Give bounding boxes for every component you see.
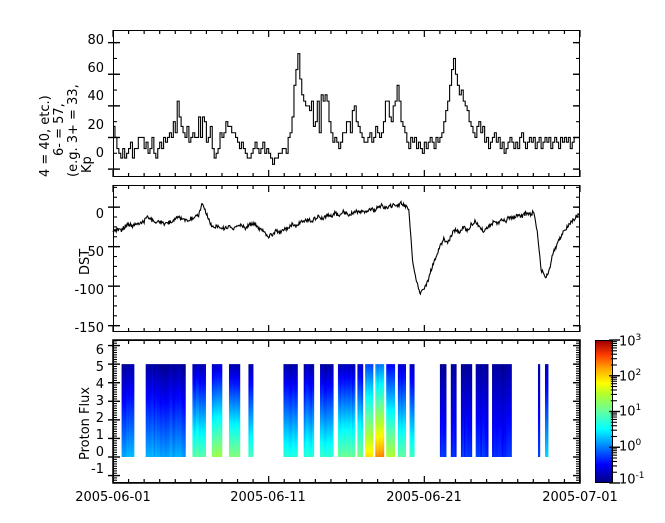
cbar-tick-1e2-exponent: 2 — [635, 368, 642, 378]
cbar-tick-1em1-mantissa: 10 — [619, 472, 636, 488]
flux-ytick-0: 0 — [95, 445, 104, 460]
cbar-tick-1e3: 103 — [619, 333, 641, 349]
kp-ytick-60: 60 — [87, 61, 104, 76]
flux-ytick-m1: -1 — [91, 462, 104, 477]
flux-ytick-4: 4 — [95, 377, 104, 392]
cbar-tick-1e1: 101 — [619, 403, 641, 419]
flux-ytick-2: 2 — [95, 411, 104, 426]
cbar-tick-1e0-mantissa: 10 — [619, 439, 636, 455]
cbar-tick-1e2: 102 — [619, 368, 641, 384]
flux-ytick-5: 5 — [95, 360, 104, 375]
cbar-tick-1e3-exponent: 3 — [635, 333, 642, 343]
cbar-tick-1e2-mantissa: 10 — [619, 369, 636, 385]
dst-panel — [113, 185, 580, 332]
cbar-tick-1e0-exponent: 0 — [635, 438, 642, 448]
cbar-tick-1e3-mantissa: 10 — [619, 334, 636, 350]
kp-ytick-0: 0 — [95, 146, 104, 161]
dst-ytick-m100: -100 — [74, 283, 104, 298]
xtick-2005-06-11: 2005-06-11 — [230, 490, 306, 505]
cbar-tick-1e1-mantissa: 10 — [619, 404, 636, 420]
kp-panel — [113, 30, 580, 177]
flux-ytick-3: 3 — [95, 394, 104, 409]
flux-ytick-1: 1 — [95, 428, 104, 443]
cbar-tick-1em1: 10-1 — [619, 471, 645, 487]
xtick-2005-07-01: 2005-07-01 — [542, 490, 618, 505]
cbar-tick-1em1-exponent: -1 — [635, 471, 645, 481]
dst-ytick-m150: -150 — [74, 321, 104, 336]
cbar-tick-1e0: 100 — [619, 438, 641, 454]
dst-ytick-0: 0 — [95, 207, 104, 222]
kp-ytick-20: 20 — [87, 118, 104, 133]
dst-ytick-m50: -50 — [82, 245, 104, 260]
xtick-2005-06-01: 2005-06-01 — [75, 490, 151, 505]
xtick-2005-06-21: 2005-06-21 — [386, 490, 462, 505]
cbar-tick-1e1-exponent: 1 — [635, 403, 642, 413]
kp-ytick-80: 80 — [87, 33, 104, 48]
kp-ytick-40: 40 — [87, 89, 104, 104]
flux-ytick-6: 6 — [95, 343, 104, 358]
